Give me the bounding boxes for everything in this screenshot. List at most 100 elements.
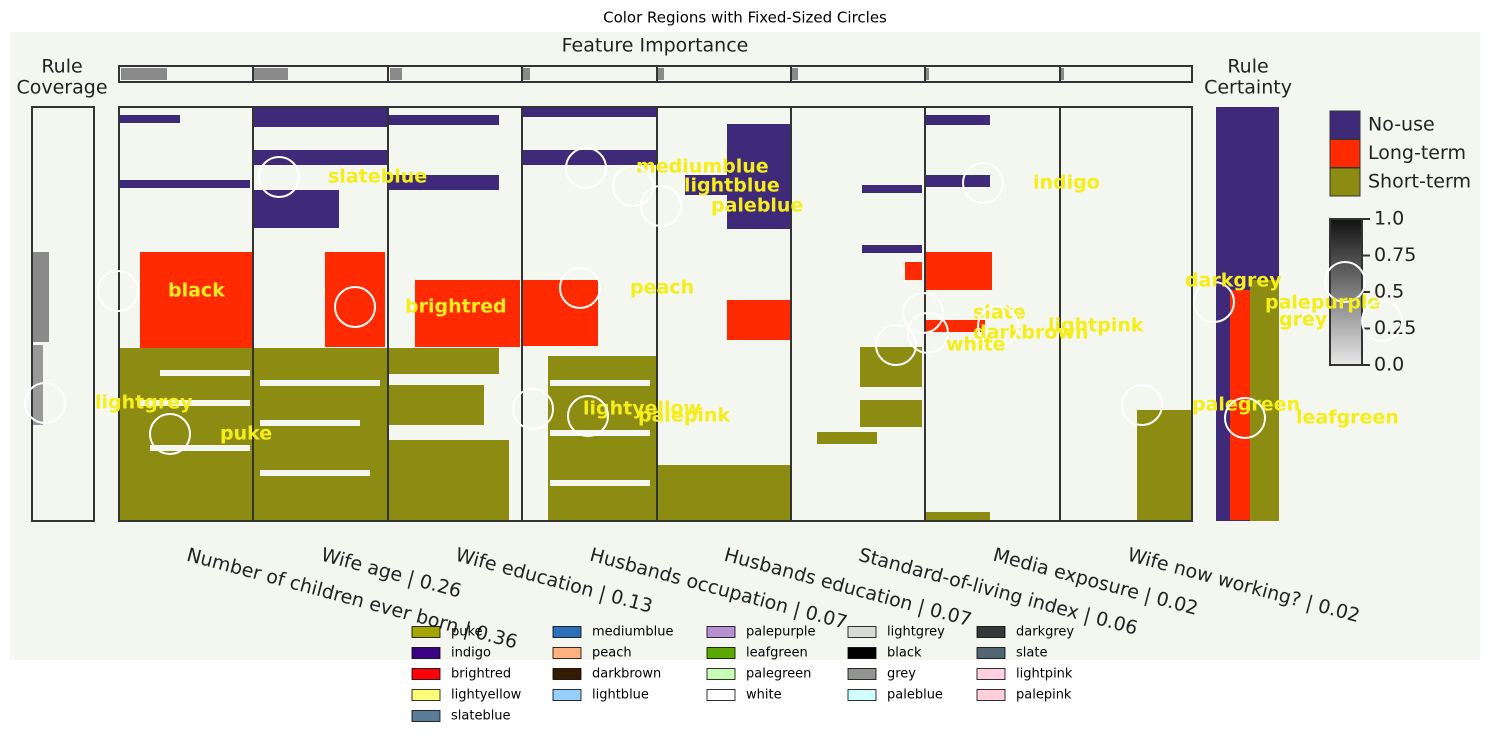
matrix-gap bbox=[260, 380, 380, 386]
coverage-label: Rule bbox=[41, 56, 82, 78]
matrix-block bbox=[925, 512, 990, 521]
annotation-label: lightblue bbox=[684, 175, 780, 197]
annotation-label: palepurple bbox=[1265, 292, 1380, 314]
annotation-label: slateblue bbox=[328, 166, 427, 188]
annotation-circle bbox=[559, 267, 601, 309]
importance-bar bbox=[658, 68, 664, 80]
image-legend-swatch bbox=[1329, 167, 1361, 197]
legend-swatch bbox=[706, 668, 736, 680]
matrix-block bbox=[389, 385, 484, 425]
legend-label: slate bbox=[1016, 646, 1047, 661]
annotation-label: darkbrown bbox=[973, 322, 1089, 344]
legend-swatch bbox=[976, 689, 1006, 701]
colorbar-tick-label: 0.5 bbox=[1374, 281, 1404, 303]
legend: puke indigo brightred lightyellow slateblue m… bbox=[411, 625, 1074, 724]
matrix-block bbox=[120, 180, 250, 188]
importance-frame bbox=[118, 65, 1193, 83]
annotation-circle bbox=[875, 324, 917, 366]
matrix-block bbox=[389, 175, 499, 190]
matrix-block bbox=[389, 440, 509, 520]
matrix-block bbox=[523, 107, 656, 117]
matrix-frame bbox=[118, 106, 1193, 522]
annotation-circle bbox=[962, 162, 1004, 204]
annotation-circle bbox=[907, 312, 949, 354]
importance-bar bbox=[1061, 68, 1064, 80]
annotation-circle bbox=[24, 382, 66, 424]
colorbar-tick-label: 1.0 bbox=[1374, 208, 1404, 230]
legend-label: darkgrey bbox=[1016, 625, 1074, 640]
annotation-circle bbox=[1121, 384, 1163, 426]
importance-bar bbox=[390, 68, 402, 80]
matrix-block bbox=[140, 252, 252, 348]
colorbar-tick-label: 0.0 bbox=[1374, 354, 1404, 376]
annotation-label: leafgreen bbox=[1296, 407, 1399, 429]
annotation-label: grey bbox=[1279, 309, 1328, 331]
colorbar-tick-label: 0.25 bbox=[1374, 317, 1416, 339]
image-legend-label: No-use bbox=[1368, 114, 1435, 136]
legend-swatch bbox=[976, 647, 1006, 659]
annotation-circle bbox=[97, 270, 139, 312]
matrix-block bbox=[727, 300, 790, 340]
legend-swatch bbox=[552, 668, 582, 680]
importance-bar bbox=[121, 68, 167, 80]
legend-swatch bbox=[411, 668, 441, 680]
annotation-label: mediumblue bbox=[636, 156, 769, 178]
annotation-circle bbox=[258, 156, 300, 198]
annotation-circle bbox=[977, 305, 1019, 347]
annotation-label: slate bbox=[973, 302, 1026, 324]
annotation-circle bbox=[1193, 281, 1235, 323]
annotation-label: white bbox=[946, 334, 1006, 356]
matrix-gap bbox=[260, 420, 360, 426]
annotation-label: lightyellow bbox=[583, 398, 701, 420]
matrix-block bbox=[389, 115, 499, 125]
legend-label: white bbox=[746, 688, 782, 703]
annotation-circle bbox=[1224, 397, 1266, 439]
annotation-circle bbox=[565, 147, 607, 189]
annotation-label: puke bbox=[220, 423, 272, 445]
legend-label: lightpink bbox=[1016, 667, 1073, 682]
title: Color Regions with Fixed-Sized Circles bbox=[603, 9, 887, 27]
legend-label: lightyellow bbox=[451, 688, 522, 703]
annotation-circle bbox=[334, 286, 376, 328]
legend-label: puke bbox=[451, 625, 483, 640]
matrix-block bbox=[325, 252, 385, 347]
legend-label: black bbox=[887, 646, 922, 661]
matrix-block bbox=[860, 400, 922, 427]
annotation-circle bbox=[567, 395, 609, 437]
annotation-label: indigo bbox=[1033, 172, 1100, 194]
matrix-block bbox=[925, 252, 992, 290]
legend-swatch bbox=[976, 626, 1006, 638]
legend-label: indigo bbox=[451, 646, 491, 661]
legend-label: peach bbox=[592, 646, 632, 661]
importance-bar bbox=[254, 68, 288, 80]
legend-swatch bbox=[411, 689, 441, 701]
matrix-block bbox=[523, 150, 656, 165]
coverage-frame bbox=[31, 106, 95, 522]
legend-label: palepink bbox=[1016, 688, 1072, 703]
matrix-block bbox=[862, 245, 922, 253]
matrix-block bbox=[685, 175, 790, 195]
legend-label: palegreen bbox=[746, 667, 811, 682]
importance-bar bbox=[926, 68, 929, 80]
legend-swatch bbox=[552, 689, 582, 701]
matrix-gap bbox=[550, 480, 650, 486]
annotation-label: palepink bbox=[638, 405, 730, 427]
annotation-label: palegreen bbox=[1192, 394, 1300, 416]
legend-label: palepurple bbox=[746, 625, 816, 640]
legend-swatch bbox=[411, 710, 441, 722]
legend-swatch bbox=[552, 647, 582, 659]
coverage-label: Coverage bbox=[16, 77, 107, 99]
legend-label: slateblue bbox=[451, 709, 511, 724]
legend-label: brightred bbox=[451, 667, 511, 682]
matrix-block bbox=[120, 348, 252, 521]
annotation-label: paleblue bbox=[711, 195, 803, 217]
annotation-label: peach bbox=[630, 277, 694, 299]
importance-bar bbox=[792, 68, 798, 80]
legend-label: mediumblue bbox=[592, 625, 674, 640]
legend-swatch bbox=[706, 626, 736, 638]
matrix-block bbox=[415, 280, 520, 347]
annotation-label: brightred bbox=[405, 296, 507, 318]
colorbar-tick-label: 0.75 bbox=[1374, 244, 1416, 266]
